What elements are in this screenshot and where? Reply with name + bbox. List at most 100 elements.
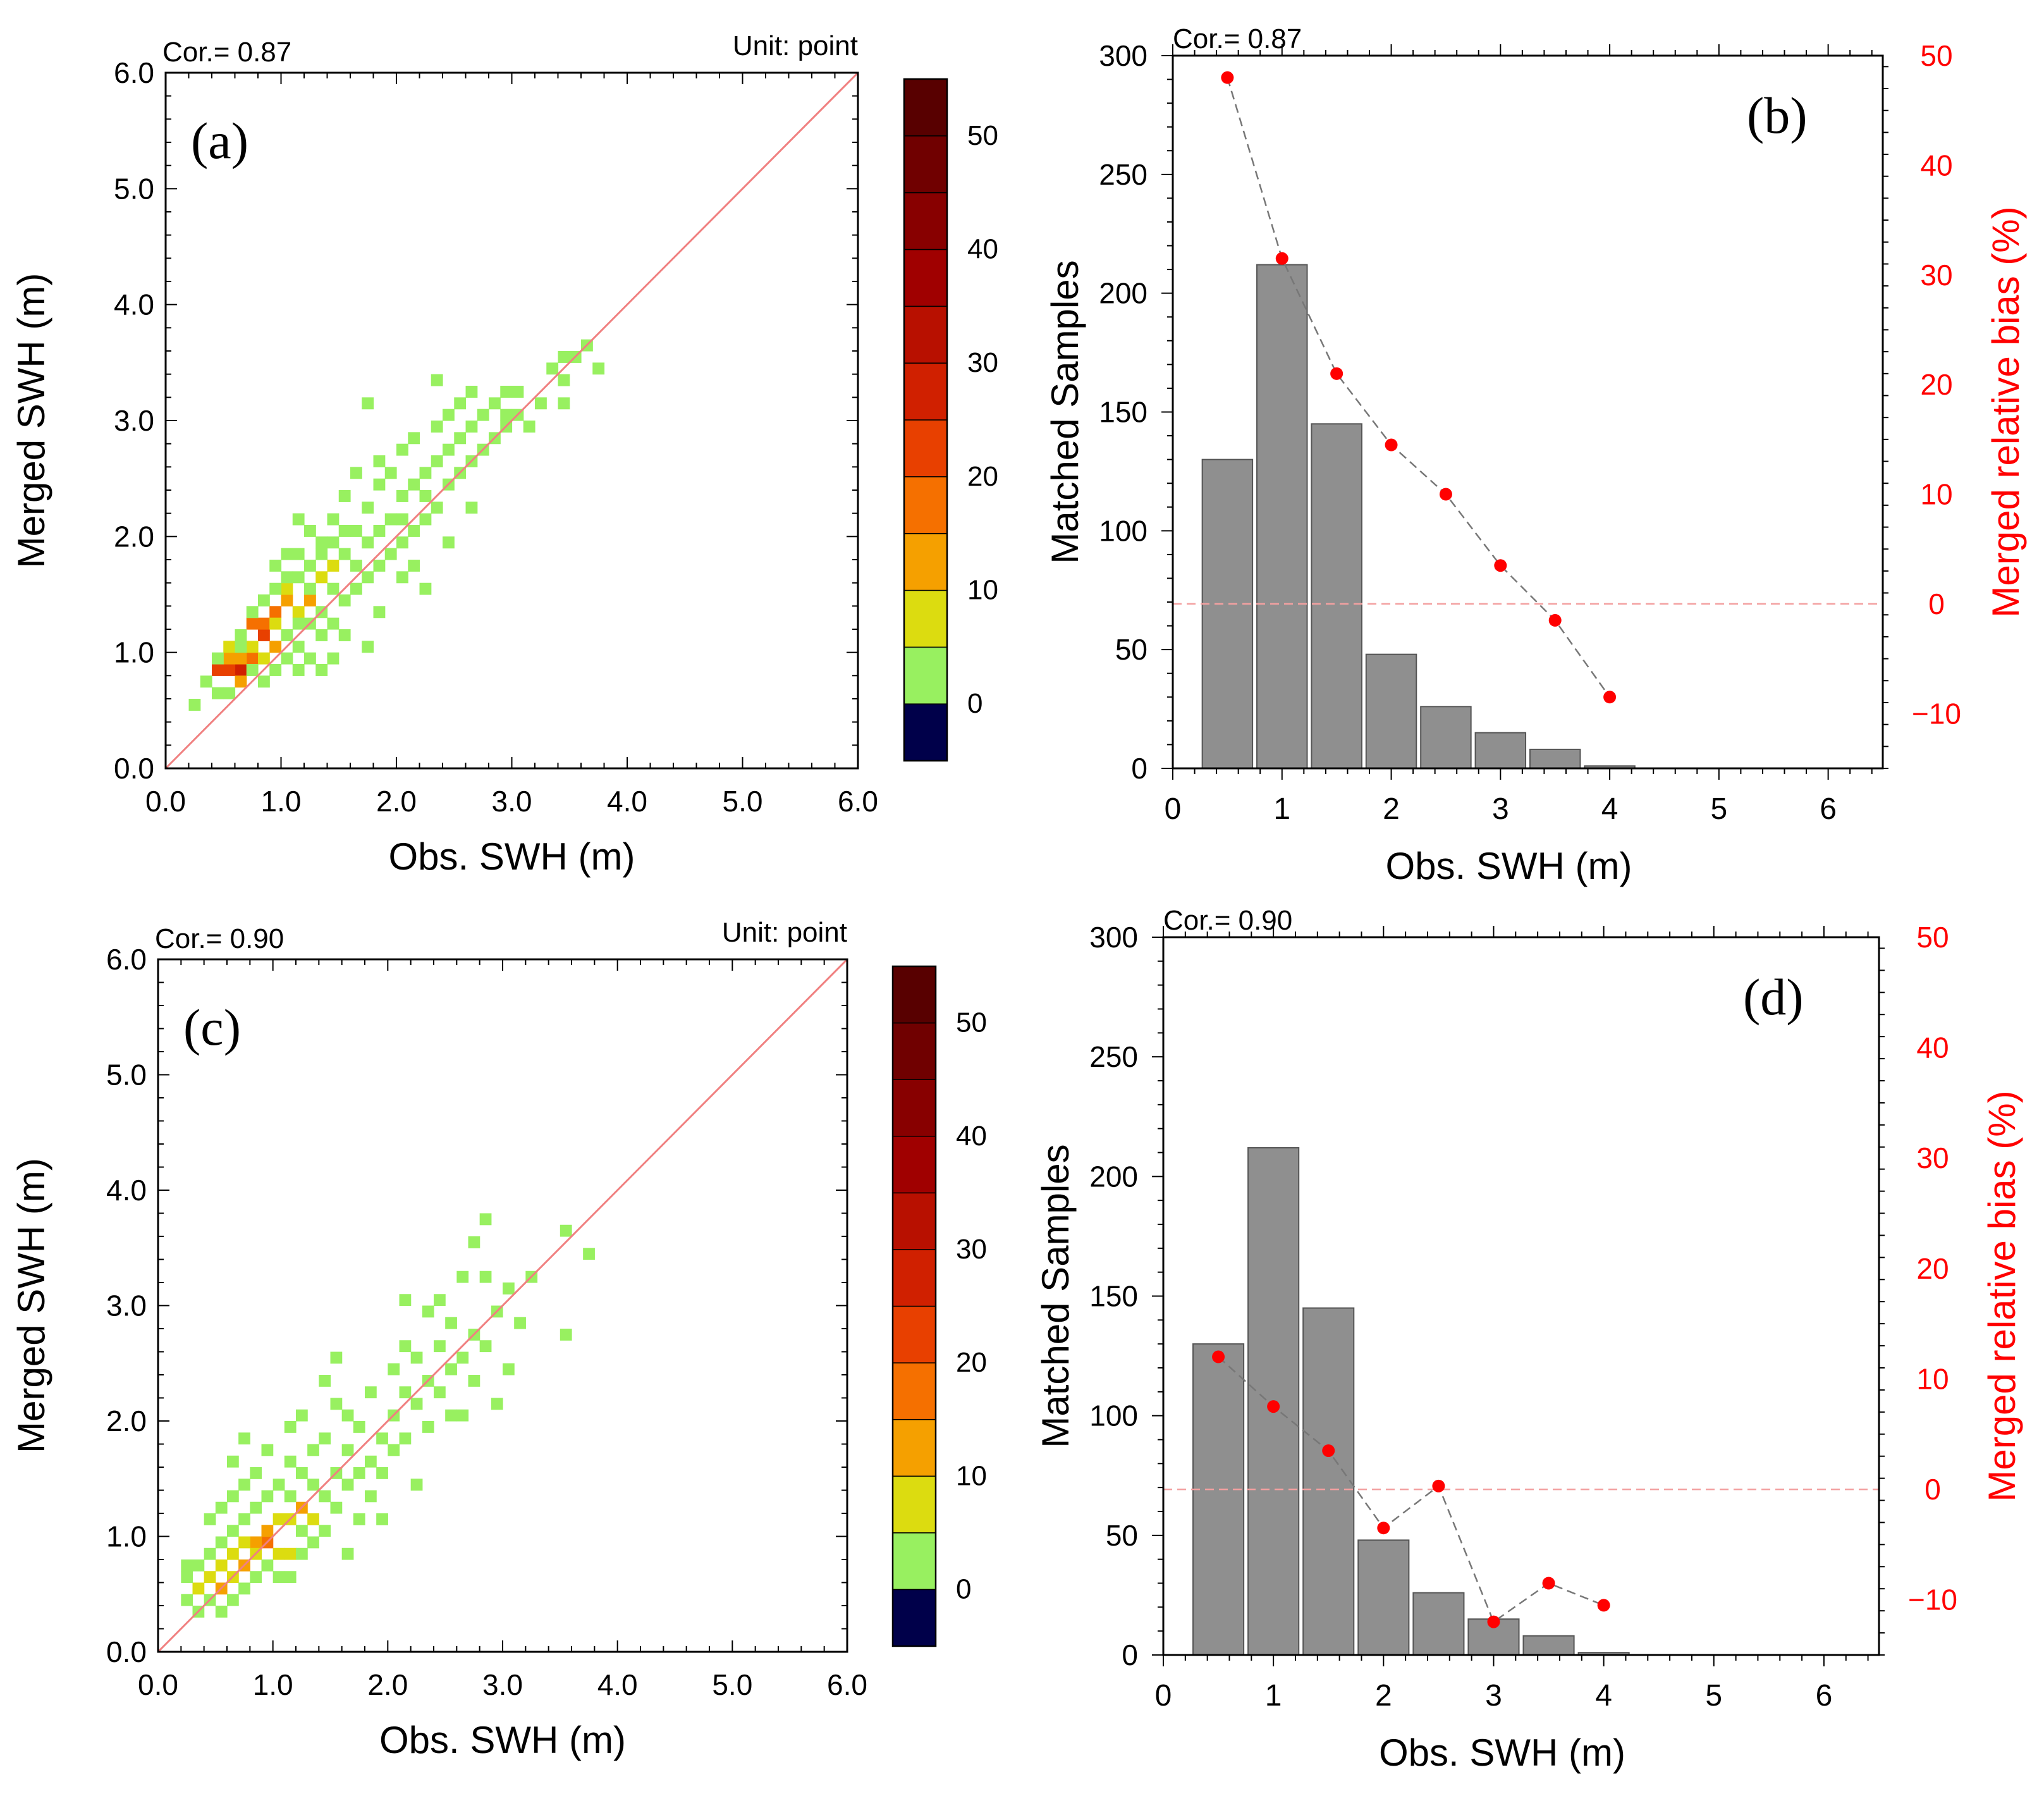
heatmap-cell (284, 1547, 297, 1560)
heatmap-cell (258, 629, 270, 641)
heatmap-cell (491, 1398, 503, 1410)
y2-tick-label: 30 (1920, 259, 1952, 292)
y2-tick-label: 30 (1916, 1141, 1949, 1174)
heatmap-cell (338, 490, 351, 502)
x-tick-label: 6 (1820, 792, 1837, 826)
heatmap-cell (319, 1490, 331, 1503)
heatmap-cell (284, 1421, 297, 1433)
heatmap-cell (365, 1386, 377, 1399)
heatmap-cell (238, 1536, 250, 1549)
heatmap-cell (292, 664, 305, 676)
heatmap-cell (246, 664, 259, 676)
y-tick-label: 3.0 (114, 404, 154, 437)
heatmap-cell (284, 1490, 297, 1503)
heatmap-cell (307, 1513, 319, 1525)
heatmap-cell (434, 1340, 446, 1353)
heatmap-cell (227, 1455, 239, 1468)
heatmap-cell (468, 1236, 480, 1248)
colorbar-swatch (892, 1305, 936, 1363)
heatmap-cell (431, 374, 443, 386)
y-tick-label: 5.0 (114, 172, 154, 205)
y-tick-label: 100 (1099, 514, 1147, 547)
y-tick-label: 50 (1106, 1519, 1138, 1552)
bar (1302, 1307, 1355, 1656)
heatmap-cell (235, 675, 247, 688)
y-tick-label: 2.0 (114, 520, 154, 553)
heatmap-cell (200, 675, 212, 688)
colorbar-swatch (892, 1022, 936, 1080)
y-tick-label: 1.0 (114, 636, 154, 669)
x-tick-label: 0 (1155, 1679, 1172, 1713)
heatmap-cell (269, 664, 282, 676)
y-tick-label: 3.0 (106, 1289, 147, 1322)
panel-label: (d) (1743, 968, 1804, 1026)
heatmap-cell (292, 606, 305, 618)
heatmap-cell (443, 536, 455, 549)
colorbar-label: 50 (956, 1007, 987, 1038)
colorbar-label: 40 (956, 1121, 987, 1152)
heatmap-cell (212, 652, 224, 665)
heatmap-cell (319, 1525, 331, 1537)
heatmap-cell (296, 1409, 308, 1422)
bias-point (1542, 1577, 1555, 1590)
colorbar-swatch (903, 135, 948, 194)
colorbar-swatch (892, 1079, 936, 1137)
x-tick-label: 2.0 (367, 1668, 408, 1701)
heatmap-cell (223, 687, 236, 699)
heatmap-cell (373, 606, 386, 618)
heatmap-cell (514, 1317, 526, 1329)
y-tick-label: 150 (1099, 396, 1147, 429)
heatmap-cell (215, 1559, 228, 1572)
colorbar: 0 10 20 30 40 50 (903, 78, 998, 762)
y-tick-label: 6.0 (114, 56, 154, 89)
colorbar-swatch (903, 589, 948, 648)
y-tick-label: 1.0 (106, 1520, 147, 1553)
heatmap-cell (235, 652, 247, 665)
heatmap-cell (272, 1547, 285, 1560)
heatmap-cell (304, 652, 316, 665)
heatmap-cell (246, 652, 259, 665)
heatmap-cell (261, 1525, 274, 1537)
x-tick-label: 6.0 (827, 1668, 867, 1701)
bias-point (1494, 559, 1507, 572)
heatmap-cell (489, 397, 501, 410)
y2-tick-label: 40 (1916, 1031, 1949, 1064)
colorbar-label: 30 (956, 1234, 987, 1265)
heatmap-cell (431, 501, 443, 514)
x-tick-label: 3.0 (492, 785, 532, 818)
heatmap-cell (523, 421, 535, 433)
heatmap-cell (246, 641, 259, 653)
heatmap-cell (223, 664, 236, 676)
colorbar-swatch (892, 1136, 936, 1194)
unit-text: Unit: point (733, 30, 858, 61)
x-tick-label: 3.0 (482, 1668, 523, 1701)
heatmap-panel-a: 0.0 1.0 2.0 3.0 4.0 5.0 6.0 0.0 1.0 2.0 3.0 4.0 5.0 6… (10, 30, 998, 878)
y-tick-label: 0.0 (114, 752, 154, 785)
heatmap-cell (396, 443, 408, 456)
heatmap-cell (419, 513, 432, 526)
heatmap-cell (181, 1559, 193, 1572)
bias-point (1603, 691, 1617, 704)
one-to-one-line (164, 71, 859, 770)
heatmap-cell (396, 490, 408, 502)
bar (1311, 423, 1362, 769)
heatmap-cell (419, 467, 432, 479)
heatmap-cell (396, 513, 408, 526)
heatmap-cell (315, 548, 328, 560)
correlation-text: Cor.= 0.87 (162, 37, 291, 68)
heatmap-cell (503, 1282, 515, 1295)
colorbar-label: 40 (967, 234, 998, 265)
heatmap-cell (373, 478, 386, 491)
y-tick-label: 6.0 (106, 943, 147, 976)
y-tick-label: 300 (1089, 921, 1138, 954)
y-axis-label: Merged SWH (m) (10, 273, 52, 569)
heatmap-cell (284, 1571, 297, 1584)
heatmap-cell (353, 1513, 365, 1525)
heatmap-cell (235, 641, 247, 653)
colorbar-swatch (892, 1475, 936, 1534)
y2-tick-label: 20 (1920, 368, 1952, 401)
heatmap-cell (215, 1606, 228, 1618)
heatmap-cell (181, 1571, 193, 1584)
bias-point (1597, 1599, 1610, 1612)
heatmap-cell (503, 1363, 515, 1375)
